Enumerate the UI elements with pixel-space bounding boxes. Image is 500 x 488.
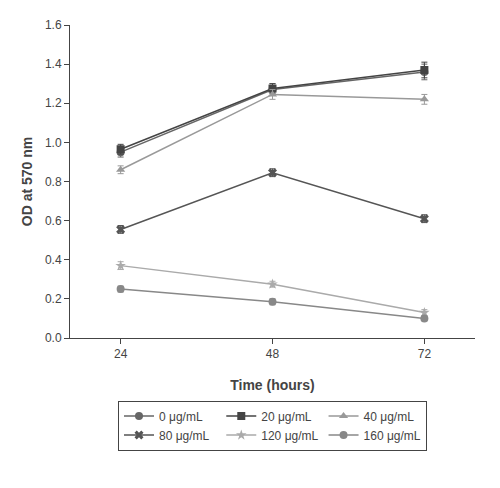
svg-text:0.8: 0.8 — [45, 175, 62, 189]
svg-text:24: 24 — [114, 347, 128, 361]
svg-text:40 μg/mL: 40 μg/mL — [364, 410, 415, 424]
svg-text:0.2: 0.2 — [45, 292, 62, 306]
svg-text:48: 48 — [266, 347, 280, 361]
svg-text:160 μg/mL: 160 μg/mL — [364, 429, 421, 443]
svg-text:72: 72 — [418, 347, 432, 361]
svg-text:1.4: 1.4 — [45, 57, 62, 71]
svg-text:0 μg/mL: 0 μg/mL — [159, 410, 203, 424]
svg-text:0.6: 0.6 — [45, 214, 62, 228]
svg-text:OD at 570 nm: OD at 570 nm — [19, 137, 35, 226]
svg-text:120 μg/mL: 120 μg/mL — [261, 429, 318, 443]
svg-text:20 μg/mL: 20 μg/mL — [261, 410, 312, 424]
svg-text:1.6: 1.6 — [45, 18, 62, 32]
svg-text:Time (hours): Time (hours) — [230, 377, 315, 393]
svg-text:80 μg/mL: 80 μg/mL — [159, 429, 210, 443]
svg-text:0.4: 0.4 — [45, 253, 62, 267]
svg-text:0.0: 0.0 — [45, 331, 62, 345]
svg-text:1.0: 1.0 — [45, 136, 62, 150]
svg-text:1.2: 1.2 — [45, 96, 62, 110]
